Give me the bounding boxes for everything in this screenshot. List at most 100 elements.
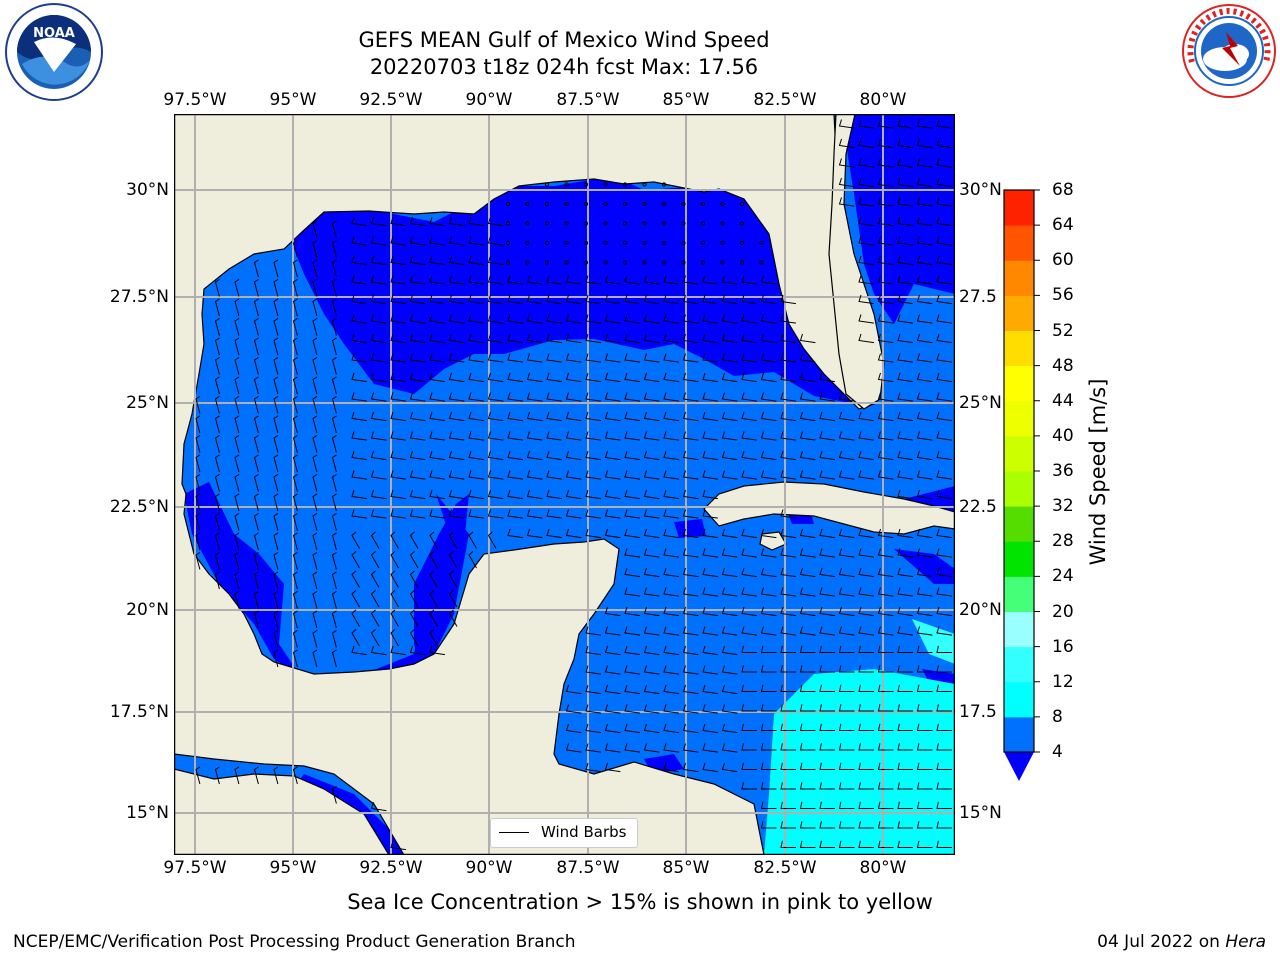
wind-barb <box>936 392 952 402</box>
wind-barb <box>858 684 874 692</box>
wind-barb <box>585 489 601 500</box>
wind-barb <box>487 372 504 383</box>
wind-barb <box>273 493 279 512</box>
wind-barb <box>448 314 465 324</box>
wind-barb <box>331 532 337 551</box>
wind-barb <box>780 723 796 731</box>
wind-barb <box>682 626 699 636</box>
wind-barb <box>351 411 367 422</box>
colorbar-tick-label: 40 <box>1052 425 1074 446</box>
wind-barb <box>507 294 523 305</box>
wind-barb <box>390 470 406 480</box>
wind-barb <box>604 431 621 441</box>
wind-barb <box>604 723 621 734</box>
wind-barb <box>799 645 816 653</box>
wind-barb <box>565 333 582 344</box>
wind-barb <box>507 489 523 500</box>
wind-barb <box>370 645 387 656</box>
wind-barb <box>741 645 757 653</box>
wind-barb <box>936 158 952 168</box>
calm-wind-marker <box>700 260 706 265</box>
wind-barb <box>390 353 406 363</box>
wind-barb <box>897 762 913 770</box>
wind-barb <box>409 431 426 441</box>
wind-barb <box>448 392 465 402</box>
wind-barb <box>838 411 855 422</box>
wind-barb <box>663 489 679 500</box>
wind-barb <box>936 177 952 188</box>
wind-barb <box>585 450 601 461</box>
wind-barb <box>526 353 543 363</box>
wind-barb <box>331 317 337 336</box>
wind-barb <box>799 392 816 402</box>
wind-barb <box>507 509 523 519</box>
wind-barb <box>390 431 406 441</box>
wind-barb <box>604 762 621 773</box>
wind-barb <box>604 392 621 402</box>
colorbar-segment <box>1004 471 1034 507</box>
wind-barb <box>585 723 601 734</box>
wind-barb <box>565 509 582 519</box>
colorbar-segment <box>1004 435 1034 472</box>
wind-barb <box>409 509 426 519</box>
wind-barb <box>312 512 318 531</box>
wind-barb <box>312 220 318 239</box>
wind-barb <box>214 317 220 336</box>
wind-barb <box>468 236 484 246</box>
wind-barb <box>916 372 933 383</box>
wind-barb <box>565 294 582 305</box>
wind-barb <box>351 509 367 519</box>
wind-barb <box>370 392 387 402</box>
wind-barb <box>253 766 259 785</box>
wind-barb <box>312 415 318 434</box>
wind-barb <box>507 411 523 422</box>
wind-barb <box>253 415 259 434</box>
wind-barb <box>721 528 738 539</box>
wind-barb <box>604 645 621 656</box>
wind-barb <box>741 548 757 558</box>
wind-barb <box>682 704 699 714</box>
wind-barb <box>858 177 874 188</box>
wind-barb <box>663 450 679 461</box>
wind-barb <box>838 723 855 731</box>
wind-barb <box>370 411 387 422</box>
wind-barb <box>760 782 777 790</box>
wind-barb <box>819 782 835 790</box>
wind-barb <box>429 294 445 305</box>
wind-barb <box>760 333 777 344</box>
wind-barb <box>780 528 796 539</box>
wind-barb <box>916 236 933 246</box>
wind-barb <box>916 353 933 363</box>
calm-wind-marker <box>505 221 511 226</box>
wind-barb <box>760 411 777 422</box>
wind-barb <box>214 473 220 492</box>
wind-barb <box>858 704 874 712</box>
wind-barb <box>546 528 562 539</box>
wind-barb <box>838 645 855 653</box>
wind-barb <box>390 570 399 588</box>
wind-barb <box>409 450 426 461</box>
wind-barb <box>351 551 360 569</box>
wind-barb <box>331 395 337 414</box>
wind-barb <box>682 450 699 461</box>
wind-barb <box>663 704 679 714</box>
wind-barb <box>682 275 699 285</box>
wind-barb <box>429 314 445 324</box>
lat-tick-right: 17.5 <box>959 702 997 722</box>
wind-barb <box>936 216 952 227</box>
wind-barb <box>741 762 757 770</box>
wind-barb <box>585 665 601 675</box>
wind-barb <box>858 762 874 770</box>
wind-barb <box>877 626 894 636</box>
wind-barb <box>897 450 913 461</box>
calm-wind-marker <box>505 201 511 207</box>
wind-barb <box>312 571 318 590</box>
wind-barb <box>897 197 913 207</box>
wind-barb <box>741 314 757 324</box>
wind-barb <box>351 431 367 441</box>
wind-barb <box>799 411 816 422</box>
wind-barb <box>331 259 337 278</box>
wind-barb <box>468 216 484 227</box>
wind-barb <box>780 353 796 363</box>
wind-barb <box>780 645 796 653</box>
